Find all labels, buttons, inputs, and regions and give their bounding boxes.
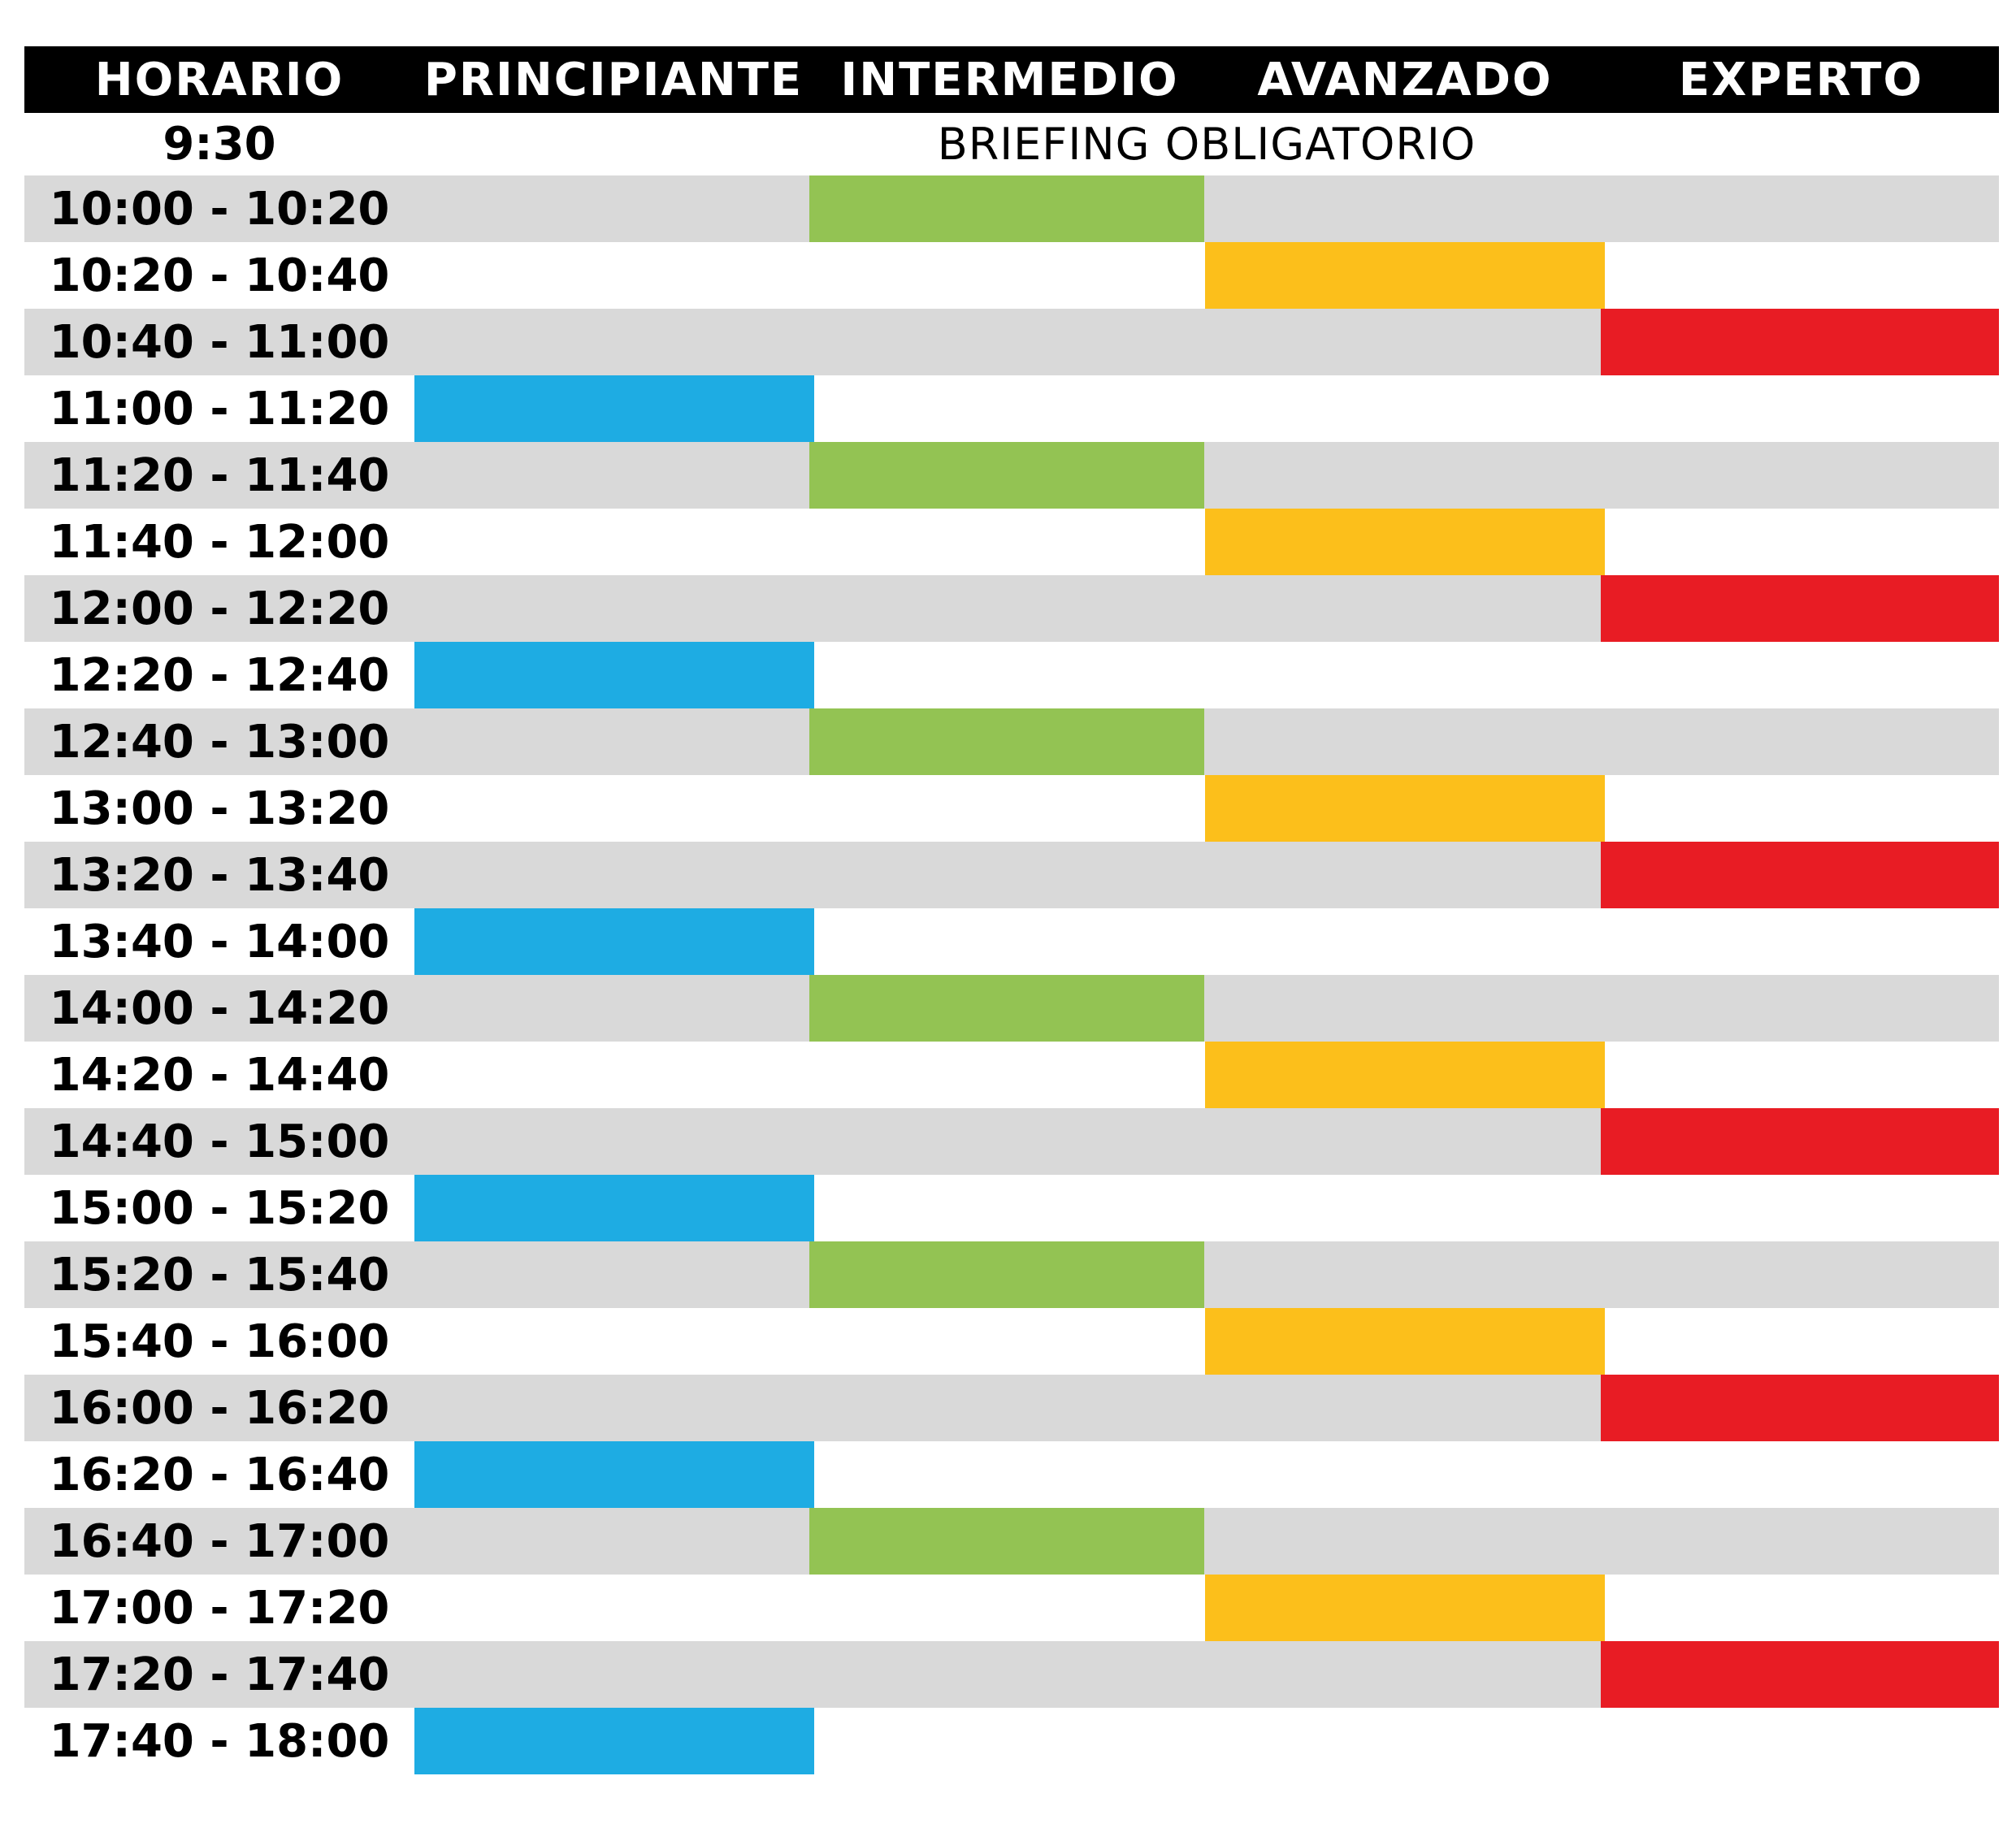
level-block-principiante: [414, 375, 814, 442]
schedule-row: 14:00 - 14:20: [24, 975, 1999, 1042]
slot-time: 10:40 - 11:00: [49, 315, 390, 369]
level-block-avanzado: [1205, 1042, 1605, 1108]
schedule-row: 15:00 - 15:20: [24, 1175, 1999, 1241]
slot-time: 16:40 - 17:00: [49, 1514, 390, 1568]
slot-time: 11:00 - 11:20: [49, 382, 390, 435]
column-header-avanzado: AVANZADO: [1257, 53, 1553, 106]
schedule-row: 13:40 - 14:00: [24, 908, 1999, 975]
schedule-row: 13:00 - 13:20: [24, 775, 1999, 842]
slot-time: 14:40 - 15:00: [49, 1115, 390, 1168]
column-header-principiante: PRINCIPIANTE: [423, 53, 804, 106]
schedule-row: 10:40 - 11:00: [24, 309, 1999, 375]
slot-time: 15:00 - 15:20: [49, 1181, 390, 1235]
schedule-row: 11:40 - 12:00: [24, 509, 1999, 575]
level-block-experto: [1601, 309, 1999, 375]
slot-time: 13:20 - 13:40: [49, 848, 390, 902]
slot-time: 12:00 - 12:20: [49, 582, 390, 635]
schedule-row: 16:20 - 16:40: [24, 1441, 1999, 1508]
schedule-row: 12:40 - 13:00: [24, 708, 1999, 775]
schedule-row: 17:20 - 17:40: [24, 1641, 1999, 1708]
level-block-principiante: [414, 1441, 814, 1508]
schedule-table: HORARIO PRINCIPIANTE INTERMEDIO AVANZADO…: [24, 46, 1999, 1774]
briefing-time: 9:30: [163, 118, 276, 171]
level-block-avanzado: [1205, 775, 1605, 842]
level-block-principiante: [414, 908, 814, 975]
slot-time: 15:40 - 16:00: [49, 1315, 390, 1368]
slot-time: 17:20 - 17:40: [49, 1648, 390, 1701]
column-header-intermedio: INTERMEDIO: [840, 53, 1179, 106]
schedule-row: 11:00 - 11:20: [24, 375, 1999, 442]
level-block-experto: [1601, 1641, 1999, 1708]
slot-time: 11:40 - 12:00: [49, 515, 390, 569]
schedule-row: 13:20 - 13:40: [24, 842, 1999, 908]
schedule-row: 16:00 - 16:20: [24, 1375, 1999, 1441]
header-row: HORARIO PRINCIPIANTE INTERMEDIO AVANZADO…: [24, 46, 1999, 113]
level-block-principiante: [414, 642, 814, 708]
schedule-row: 14:20 - 14:40: [24, 1042, 1999, 1108]
schedule-row: 16:40 - 17:00: [24, 1508, 1999, 1575]
level-block-intermedio: [809, 1241, 1204, 1308]
level-block-intermedio: [809, 1508, 1204, 1575]
level-block-intermedio: [809, 975, 1204, 1042]
schedule-row: 10:20 - 10:40: [24, 242, 1999, 309]
level-block-principiante: [414, 1708, 814, 1774]
slot-time: 13:00 - 13:20: [49, 782, 390, 835]
slot-time: 15:20 - 15:40: [49, 1248, 390, 1302]
level-block-intermedio: [809, 442, 1204, 509]
level-block-principiante: [414, 1175, 814, 1241]
slot-time: 17:40 - 18:00: [49, 1714, 390, 1768]
slot-time: 16:20 - 16:40: [49, 1448, 390, 1501]
slot-time: 16:00 - 16:20: [49, 1381, 390, 1435]
schedule-row: 11:20 - 11:40: [24, 442, 1999, 509]
level-block-experto: [1601, 1108, 1999, 1175]
level-block-intermedio: [809, 708, 1204, 775]
level-block-experto: [1601, 842, 1999, 908]
level-block-experto: [1601, 575, 1999, 642]
slot-time: 11:20 - 11:40: [49, 448, 390, 502]
level-block-avanzado: [1205, 509, 1605, 575]
level-block-avanzado: [1205, 242, 1605, 309]
schedule-row: 17:40 - 18:00: [24, 1708, 1999, 1774]
schedule-row: 15:20 - 15:40: [24, 1241, 1999, 1308]
schedule-row: 15:40 - 16:00: [24, 1308, 1999, 1375]
slot-time: 13:40 - 14:00: [49, 915, 390, 968]
briefing-row: 9:30 BRIEFING OBLIGATORIO: [24, 113, 1999, 175]
schedule-row: 12:20 - 12:40: [24, 642, 1999, 708]
slot-time: 10:00 - 10:20: [49, 182, 390, 236]
slot-time: 14:00 - 14:20: [49, 981, 390, 1035]
slot-time: 14:20 - 14:40: [49, 1048, 390, 1102]
briefing-label: BRIEFING OBLIGATORIO: [937, 119, 1476, 170]
level-block-avanzado: [1205, 1308, 1605, 1375]
schedule-row: 12:00 - 12:20: [24, 575, 1999, 642]
time-slots: 10:00 - 10:20 10:20 - 10:40 10:40 - 11:00 1…: [24, 175, 1999, 1774]
level-block-intermedio: [809, 175, 1204, 242]
slot-time: 12:20 - 12:40: [49, 648, 390, 702]
column-header-experto: EXPERTO: [1678, 53, 1924, 106]
schedule-row: 14:40 - 15:00: [24, 1108, 1999, 1175]
level-block-experto: [1601, 1375, 1999, 1441]
column-header-horario: HORARIO: [94, 53, 345, 106]
schedule-row: 10:00 - 10:20: [24, 175, 1999, 242]
slot-time: 17:00 - 17:20: [49, 1581, 390, 1635]
slot-time: 12:40 - 13:00: [49, 715, 390, 769]
schedule-row: 17:00 - 17:20: [24, 1575, 1999, 1641]
slot-time: 10:20 - 10:40: [49, 249, 390, 302]
level-block-avanzado: [1205, 1575, 1605, 1641]
